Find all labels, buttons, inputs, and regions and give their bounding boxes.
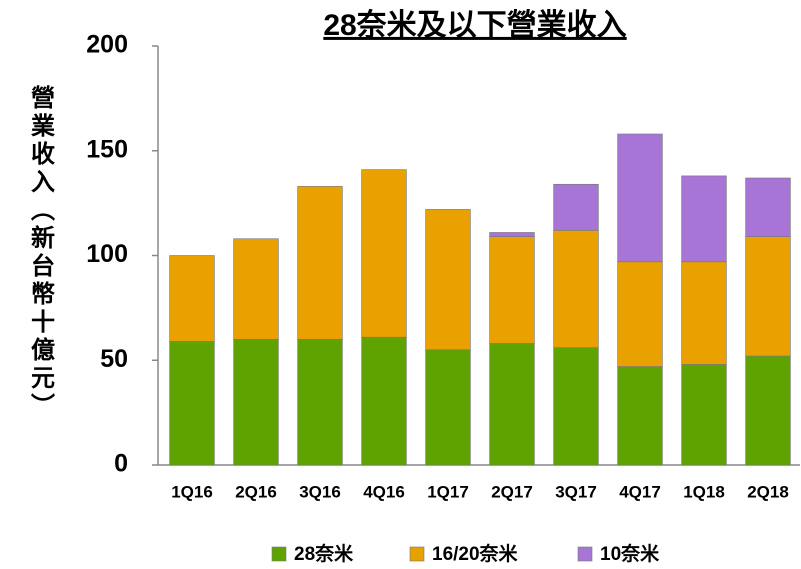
bar-segment xyxy=(297,338,343,466)
bar-segment xyxy=(553,183,599,231)
y-tick-label: 200 xyxy=(86,31,128,59)
legend-label: 16/20奈米 xyxy=(432,542,519,565)
legend-swatch xyxy=(409,546,425,562)
bar-segment xyxy=(361,336,407,466)
bar-segment xyxy=(425,209,471,351)
y-tick-label: 150 xyxy=(86,135,128,163)
bar-segment xyxy=(169,341,215,466)
bar-segment xyxy=(617,366,663,466)
x-tick-label: 2Q18 xyxy=(747,482,789,501)
legend-swatch xyxy=(271,546,287,562)
x-tick-label: 3Q16 xyxy=(299,482,341,501)
legend-swatch xyxy=(577,546,593,562)
bar-segment xyxy=(425,349,471,466)
x-tick-label: 2Q17 xyxy=(491,482,533,501)
bar-segment xyxy=(489,343,535,466)
bar-segment xyxy=(745,355,791,466)
bar-segment xyxy=(745,236,791,357)
y-tick-label: 0 xyxy=(114,450,128,478)
bar-segment xyxy=(233,238,279,340)
chart-title: 28奈米及以下營業收入 xyxy=(323,9,626,42)
x-tick-label: 4Q17 xyxy=(619,482,661,501)
bar-segment xyxy=(745,177,791,237)
bar-segment xyxy=(361,169,407,338)
bar-segment xyxy=(553,230,599,348)
bar-segment xyxy=(617,261,663,367)
bar-segment xyxy=(553,347,599,466)
bar-segment xyxy=(681,261,727,365)
bar-segment xyxy=(489,236,535,344)
legend-label: 28奈米 xyxy=(294,542,354,565)
bar-segment xyxy=(169,255,215,342)
legend-label: 10奈米 xyxy=(600,542,660,565)
bar-segment xyxy=(233,338,279,466)
bar-segment xyxy=(297,186,343,340)
y-axis-label: 營業收入（新台幣十億元） xyxy=(27,85,55,421)
y-tick-label: 50 xyxy=(100,345,128,373)
x-tick-label: 2Q16 xyxy=(235,482,277,501)
bar-segment xyxy=(681,175,727,263)
y-tick-label: 100 xyxy=(86,240,128,268)
x-tick-label: 4Q16 xyxy=(363,482,405,501)
bar-segment xyxy=(617,133,663,263)
x-tick-label: 3Q17 xyxy=(555,482,597,501)
bar-segment xyxy=(489,232,535,237)
x-tick-label: 1Q17 xyxy=(427,482,469,501)
x-tick-label: 1Q16 xyxy=(171,482,213,501)
x-tick-label: 1Q18 xyxy=(683,482,725,501)
bar-segment xyxy=(681,364,727,466)
